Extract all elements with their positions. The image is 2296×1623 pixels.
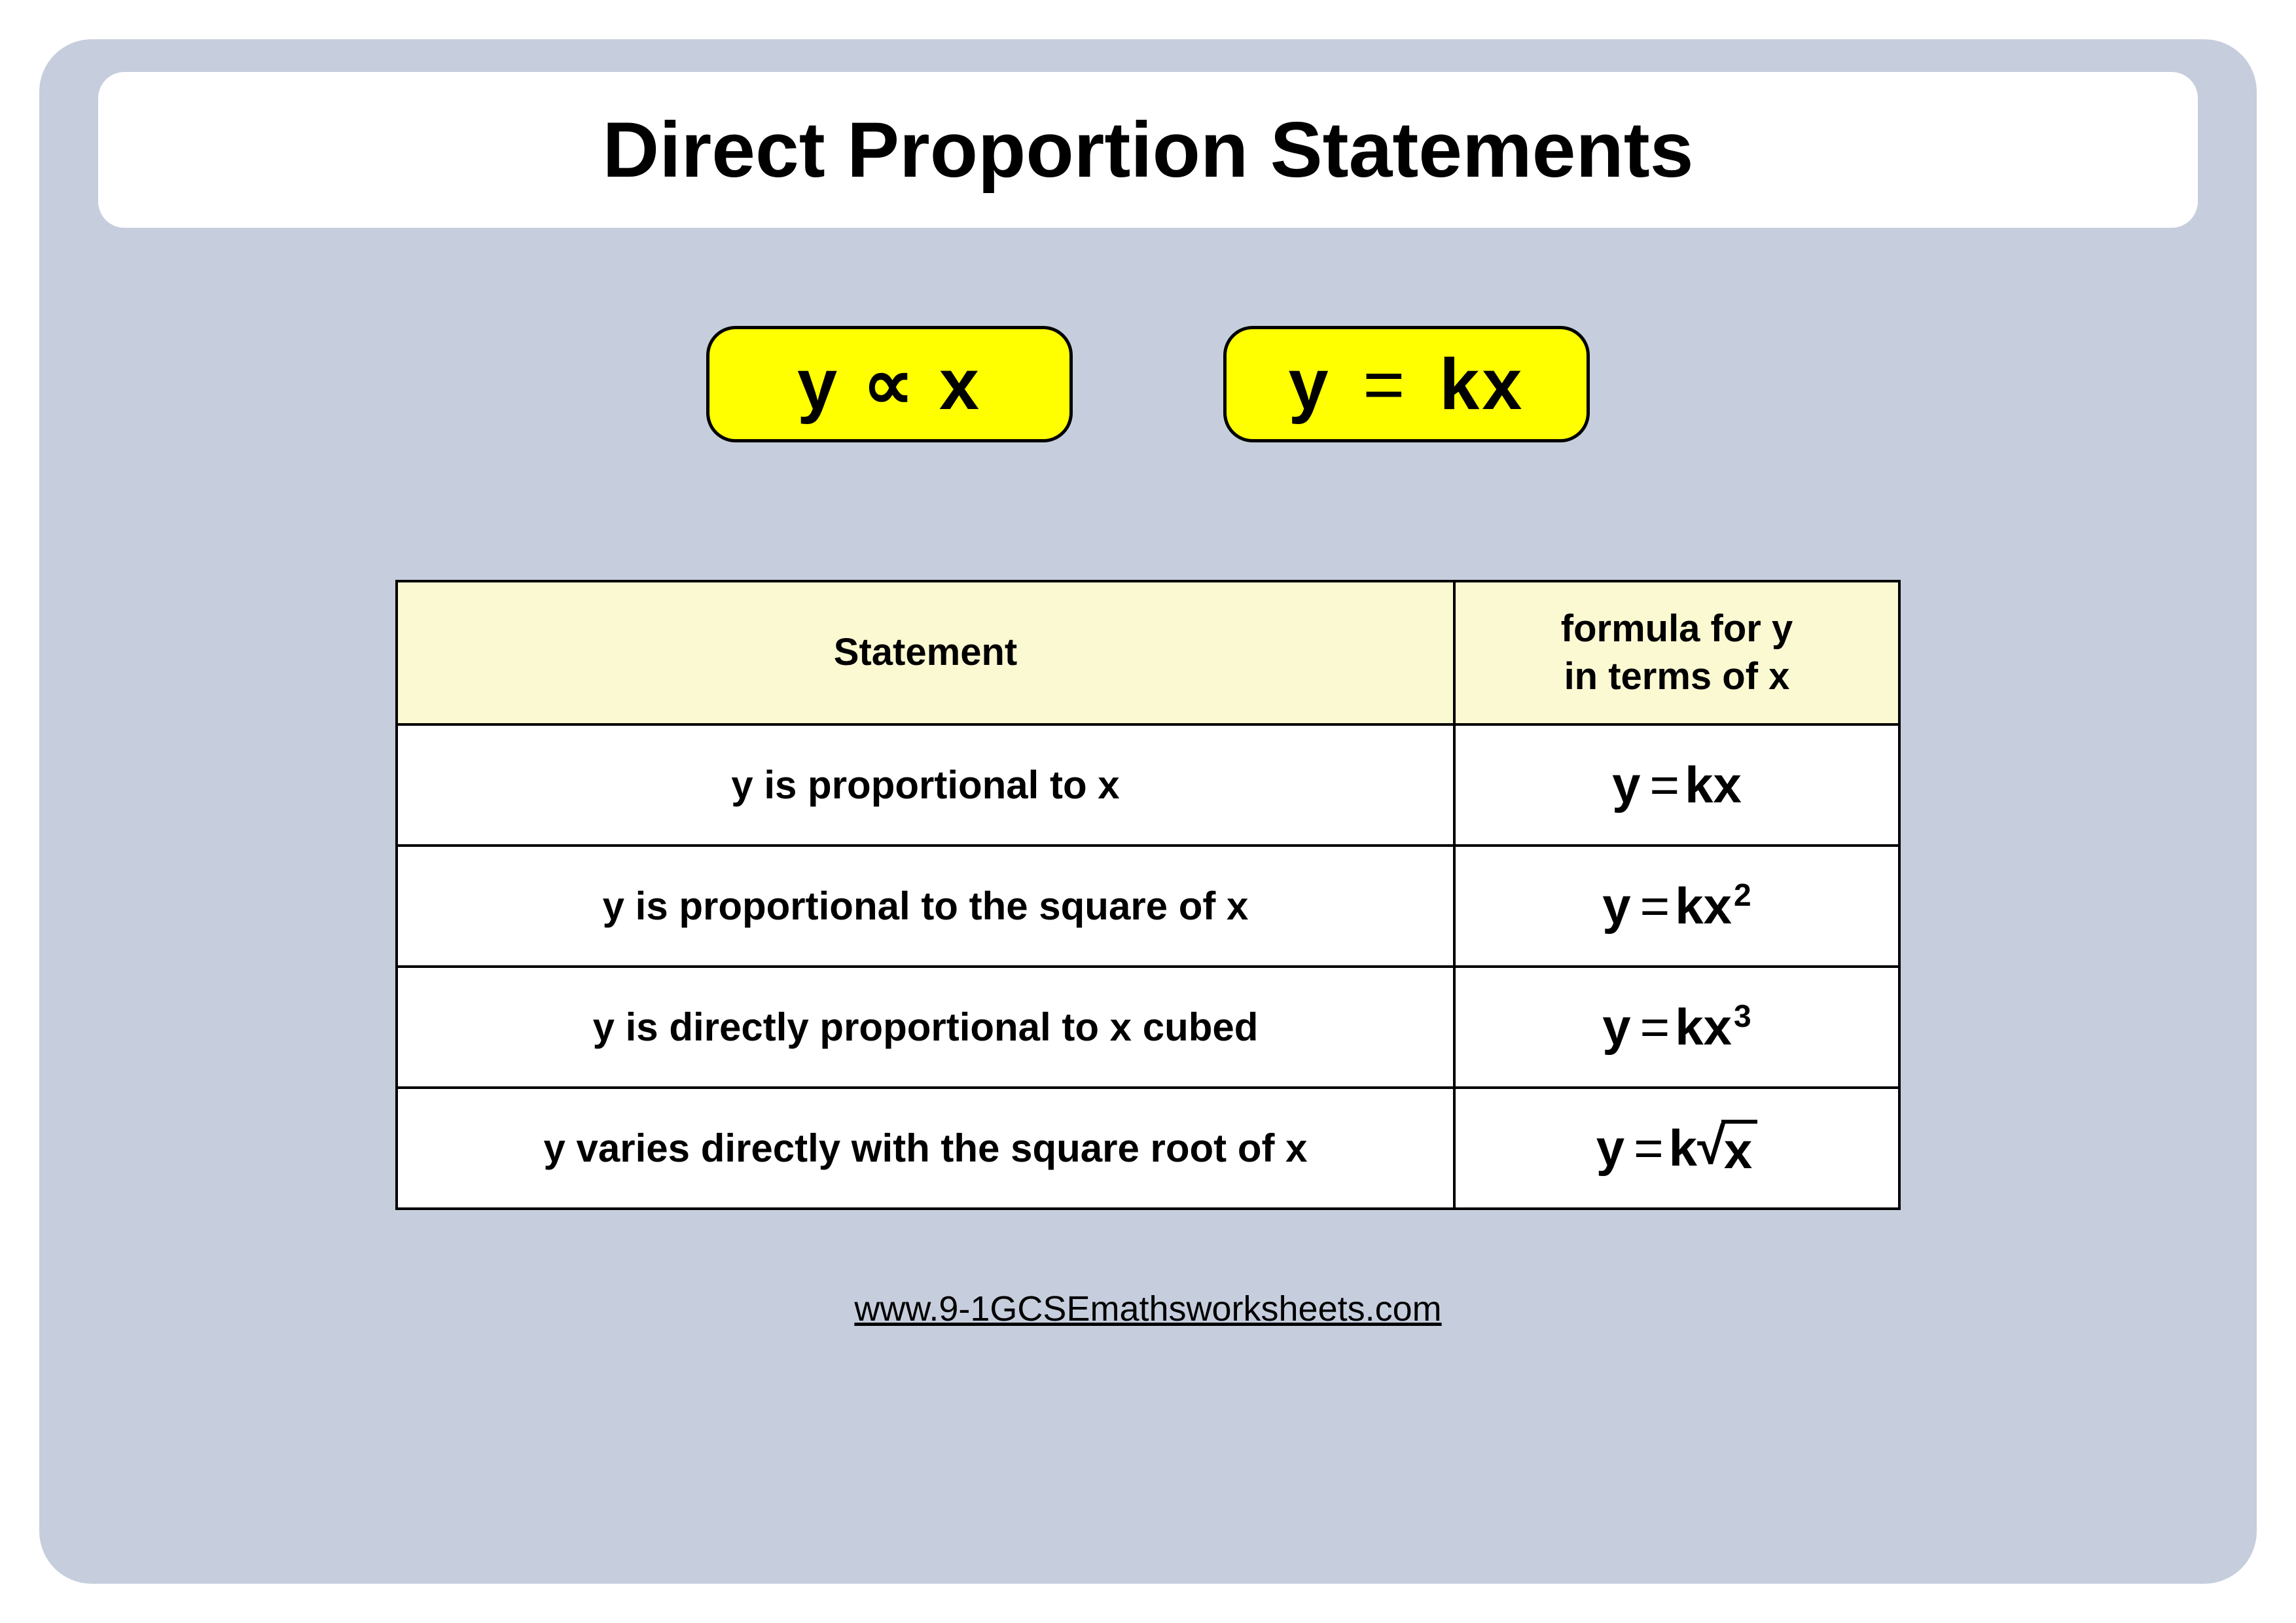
statement-cell: y varies directly with the square root o…: [397, 1088, 1454, 1209]
page: Direct Proportion Statements y ∝ x y = k…: [0, 0, 2296, 1623]
statements-table-wrap: Statement formula for y in terms of x y …: [395, 580, 1901, 1210]
formula-k: k: [1675, 877, 1703, 935]
equation-pill: y = kx: [1223, 326, 1590, 442]
formula-y: y: [1602, 998, 1630, 1056]
formula-x: x: [1713, 756, 1741, 813]
formula-y: y: [1596, 1119, 1624, 1177]
header-formula: formula for y in terms of x: [1454, 581, 1899, 724]
header-formula-line2: in terms of x: [1564, 655, 1790, 698]
header-formula-line1: formula for y: [1561, 607, 1793, 650]
sqrt-symbol: √: [1697, 1120, 1725, 1171]
equation-kx: kx: [1439, 344, 1524, 425]
formula-cell: y=kx2: [1454, 846, 1899, 967]
statements-table: Statement formula for y in terms of x y …: [395, 580, 1901, 1210]
header-statement: Statement: [397, 581, 1454, 724]
formula-eq: =: [1631, 998, 1676, 1056]
formula-k: k: [1685, 756, 1713, 813]
statement-cell: y is proportional to x: [397, 724, 1454, 846]
table-row: y is proportional to the square of x y=k…: [397, 846, 1899, 967]
formula-cell: y=k√x: [1454, 1088, 1899, 1209]
formula-k: k: [1675, 998, 1703, 1056]
formula-sup: 3: [1734, 999, 1751, 1034]
formula-x: x: [1704, 877, 1732, 935]
formula-sup: 2: [1734, 878, 1751, 913]
table-row: y varies directly with the square root o…: [397, 1088, 1899, 1209]
table-body: y is proportional to x y=kx y is proport…: [397, 724, 1899, 1209]
formula-k: k: [1669, 1119, 1697, 1177]
table-row: y is proportional to x y=kx: [397, 724, 1899, 846]
formula-eq: =: [1641, 756, 1685, 813]
formula-x: x: [1704, 998, 1732, 1056]
proportion-pill: y ∝ x: [706, 326, 1073, 442]
formula-y: y: [1612, 756, 1640, 813]
sqrt-icon: √x: [1697, 1120, 1757, 1176]
proportion-expression: y ∝ x: [797, 342, 982, 426]
sqrt-radicand: x: [1721, 1120, 1757, 1176]
table-header-row: Statement formula for y in terms of x: [397, 581, 1899, 724]
formula-cell: y=kx3: [1454, 967, 1899, 1088]
table-row: y is directly proportional to x cubed y=…: [397, 967, 1899, 1088]
title-box: Direct Proportion Statements: [98, 72, 2198, 228]
equation-expression: y = kx: [1289, 343, 1525, 426]
page-title: Direct Proportion Statements: [124, 105, 2172, 195]
equation-y: y: [1289, 344, 1331, 425]
statement-cell: y is directly proportional to x cubed: [397, 967, 1454, 1088]
content-card: Direct Proportion Statements y ∝ x y = k…: [39, 39, 2257, 1584]
statement-cell: y is proportional to the square of x: [397, 846, 1454, 967]
equation-equals: =: [1354, 344, 1416, 425]
footer-link: www.9-1GCSEmathsworksheets.com: [854, 1289, 1441, 1329]
formula-row: y ∝ x y = kx: [706, 326, 1590, 442]
formula-y: y: [1602, 877, 1630, 935]
formula-eq: =: [1624, 1119, 1669, 1177]
formula-eq: =: [1631, 877, 1676, 935]
formula-cell: y=kx: [1454, 724, 1899, 846]
